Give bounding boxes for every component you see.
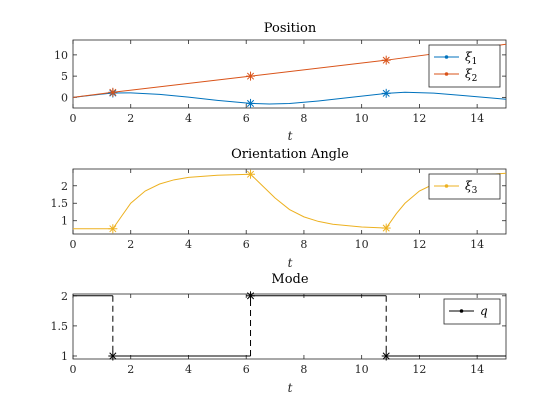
legend-label: q — [480, 304, 488, 318]
legend-label-base: q — [480, 304, 488, 318]
x-tick-label: 8 — [300, 238, 307, 251]
y-tick-label: 5 — [61, 70, 68, 83]
y-tick-label: 1 — [61, 215, 68, 228]
x-tick-label: 4 — [185, 112, 192, 125]
legend-label: ξ1 — [465, 50, 477, 67]
legend-label-base: ξ — [465, 179, 473, 193]
y-tick-label: 1 — [61, 350, 68, 363]
legend-marker — [444, 55, 449, 59]
y-tick-label: 2 — [61, 290, 68, 303]
y-tick-label: 1.5 — [51, 197, 69, 210]
x-tick-label: 6 — [243, 238, 250, 251]
marker-stroke — [109, 88, 117, 96]
x-tick-label: 0 — [70, 363, 77, 376]
x-tick-label: 12 — [412, 112, 426, 125]
y-tick-label: 2 — [61, 180, 68, 193]
x-tick-label: 14 — [470, 112, 484, 125]
marker-stroke — [246, 292, 255, 300]
data-point-marker — [246, 98, 256, 108]
x-tick-label: 10 — [355, 238, 369, 251]
x-axis-label: t — [288, 256, 293, 270]
marker-stroke — [246, 170, 255, 178]
plot-area: 0 2 4 6 8 10 12 14 1 1.5 2 q — [51, 290, 507, 376]
data-point-marker — [381, 55, 391, 65]
x-tick-label: 6 — [243, 112, 250, 125]
x-tick-label: 2 — [127, 363, 134, 376]
data-point-marker — [246, 71, 256, 81]
series-group — [73, 172, 506, 230]
chart-title: Position — [264, 21, 317, 36]
data-point-marker — [108, 87, 118, 97]
x-tick-label: 2 — [127, 112, 134, 125]
legend: q — [443, 298, 501, 325]
legend-label: ξ2 — [465, 67, 477, 84]
legend-box — [428, 44, 501, 88]
plot-area: 0 2 4 6 8 10 12 14 1 1.5 2 ξ3 — [51, 168, 507, 251]
chart-mode: Mode 0 2 4 6 8 10 12 14 1 1.5 2 q t — [51, 272, 507, 395]
y-tick-label: 10 — [54, 49, 68, 62]
marker-stroke — [246, 99, 255, 107]
legend-marker — [444, 184, 449, 188]
x-tick-label: 6 — [243, 363, 250, 376]
x-tick-label: 12 — [412, 363, 426, 376]
legend-label-subscript: 3 — [472, 186, 478, 196]
x-tick-label: 12 — [412, 238, 426, 251]
series-group — [73, 295, 506, 357]
x-tick-label: 4 — [185, 363, 192, 376]
data-point-marker — [381, 351, 391, 361]
legend-marker — [459, 309, 464, 313]
x-axis-label: t — [288, 381, 293, 395]
series-line — [73, 172, 506, 230]
x-axis-label: t — [288, 129, 293, 143]
x-tick-label: 8 — [300, 363, 307, 376]
data-point-marker — [246, 169, 256, 179]
x-tick-label: 10 — [355, 112, 369, 125]
data-point-marker — [381, 88, 391, 98]
legend-label-subscript: 1 — [472, 57, 478, 67]
marker-stroke — [382, 56, 390, 64]
x-tick-label: 4 — [185, 238, 192, 251]
marker-stroke — [382, 89, 390, 97]
legend: ξ3 — [428, 173, 501, 200]
y-tick-label: 1.5 — [51, 320, 69, 333]
chart-title: Orientation Angle — [231, 147, 349, 162]
x-tick-label: 2 — [127, 238, 134, 251]
legend-label-base: ξ — [465, 67, 473, 81]
x-tick-label: 0 — [70, 112, 77, 125]
x-tick-label: 14 — [470, 238, 484, 251]
marker-stroke — [109, 352, 117, 360]
legend-marker — [444, 72, 449, 76]
marker-stroke — [382, 224, 390, 232]
axes-box — [72, 293, 507, 360]
chart-orientation-angle: Orientation Angle 0 2 4 6 8 10 12 14 1 1.5 2 ξ3 t — [51, 147, 507, 270]
x-tick-label: 8 — [300, 112, 307, 125]
x-tick-label: 10 — [355, 363, 369, 376]
data-point-marker — [246, 291, 256, 301]
legend-label: ξ3 — [465, 179, 478, 196]
chart-title: Mode — [271, 272, 308, 287]
marker-stroke — [382, 352, 390, 360]
legend-label-subscript: 2 — [472, 74, 478, 84]
data-point-marker — [108, 224, 118, 234]
data-point-marker — [381, 223, 391, 233]
marker-stroke — [109, 225, 117, 233]
marker-stroke — [246, 72, 255, 80]
data-point-marker — [108, 351, 118, 361]
legend-label-base: ξ — [465, 50, 473, 64]
x-tick-label: 14 — [470, 363, 484, 376]
x-tick-label: 0 — [70, 238, 77, 251]
y-tick-label: 0 — [61, 91, 68, 104]
